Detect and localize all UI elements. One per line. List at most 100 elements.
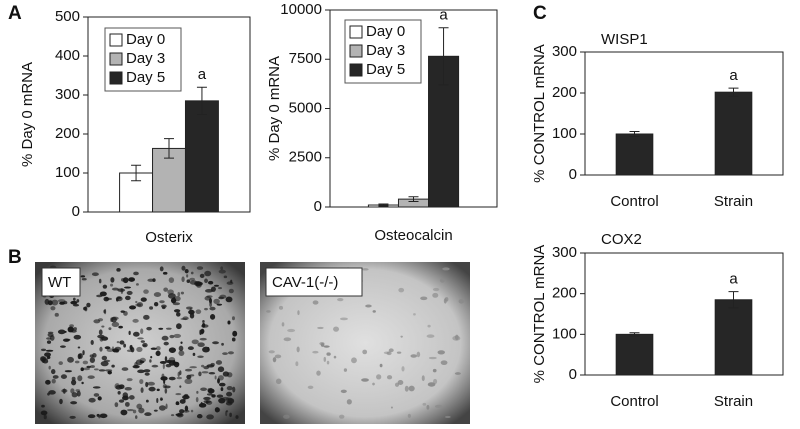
spot <box>209 301 213 308</box>
spot <box>160 398 163 401</box>
legend-swatch <box>109 33 123 47</box>
spot <box>170 414 175 417</box>
spot <box>226 385 233 391</box>
spot <box>209 313 216 320</box>
spot <box>110 283 114 287</box>
spot <box>192 352 196 357</box>
spot <box>116 268 121 272</box>
y-tick-label: 100 <box>55 164 80 181</box>
spots <box>40 265 239 420</box>
spot <box>323 356 327 362</box>
spot <box>99 291 107 297</box>
spot <box>158 327 164 330</box>
error-bar <box>438 27 449 86</box>
spot <box>118 399 125 403</box>
spot <box>297 310 300 316</box>
spot <box>121 367 129 371</box>
spot <box>62 338 70 342</box>
spot <box>426 334 435 338</box>
y-tick-label: 5000 <box>289 99 322 116</box>
spot <box>189 374 195 377</box>
spot <box>98 329 103 336</box>
spot <box>232 330 238 337</box>
spot <box>190 271 194 275</box>
spot <box>149 359 152 363</box>
x-tick-label: Osteocalcin <box>374 227 452 244</box>
spot <box>195 396 199 403</box>
spot <box>440 360 448 366</box>
spot <box>220 266 224 270</box>
spot <box>351 357 357 364</box>
spot <box>150 355 153 359</box>
y-tick-label: 0 <box>314 198 322 215</box>
spot <box>163 341 169 346</box>
spot <box>178 350 185 356</box>
x-tick-label: Strain <box>714 193 753 210</box>
spot <box>87 375 95 379</box>
spot <box>60 345 66 348</box>
spot <box>266 310 271 313</box>
spot <box>156 398 159 404</box>
spot <box>444 415 451 419</box>
image-label-box <box>265 267 363 297</box>
spot <box>317 326 324 330</box>
spot <box>204 307 208 311</box>
spot <box>144 412 152 417</box>
spot <box>82 360 89 365</box>
spot <box>205 400 209 404</box>
spot <box>140 328 144 335</box>
spot <box>48 365 51 370</box>
spot <box>86 302 91 308</box>
spot <box>372 310 376 313</box>
spot <box>52 375 59 379</box>
spot <box>339 317 348 321</box>
spot <box>226 391 233 397</box>
spot <box>218 269 226 274</box>
spot <box>115 384 123 390</box>
spot <box>398 287 405 293</box>
spot <box>165 363 172 368</box>
spot <box>173 333 182 338</box>
spot <box>372 382 375 386</box>
spot <box>202 346 210 353</box>
spot <box>365 304 372 308</box>
spot <box>161 373 165 380</box>
spot <box>229 412 232 418</box>
spot <box>222 352 228 356</box>
spot <box>89 357 96 363</box>
spot <box>125 295 131 301</box>
spot <box>339 414 345 419</box>
spot <box>404 385 409 392</box>
spot <box>67 356 74 363</box>
spot <box>122 392 129 399</box>
spot <box>107 370 112 375</box>
spot <box>203 396 211 401</box>
error-bar <box>629 131 640 137</box>
spot <box>48 390 56 395</box>
legend-label: Day 3 <box>126 50 165 67</box>
spot <box>136 403 143 410</box>
spot <box>82 367 91 371</box>
spot <box>111 287 119 291</box>
bar <box>714 91 753 176</box>
spot <box>230 279 233 284</box>
spot <box>92 386 101 389</box>
spot <box>78 353 83 359</box>
spot <box>81 381 84 385</box>
spot <box>187 346 194 351</box>
y-tick-label: 300 <box>55 86 80 103</box>
spot <box>74 360 80 364</box>
spot <box>93 393 100 397</box>
spot <box>422 402 427 406</box>
spot <box>163 287 169 292</box>
spot <box>175 413 183 417</box>
spot <box>142 344 147 347</box>
error-bar <box>196 86 207 115</box>
spot <box>57 329 66 335</box>
spot <box>420 296 428 301</box>
spot <box>97 396 102 401</box>
spot <box>117 288 126 292</box>
spot <box>186 306 193 310</box>
spot <box>140 340 145 343</box>
